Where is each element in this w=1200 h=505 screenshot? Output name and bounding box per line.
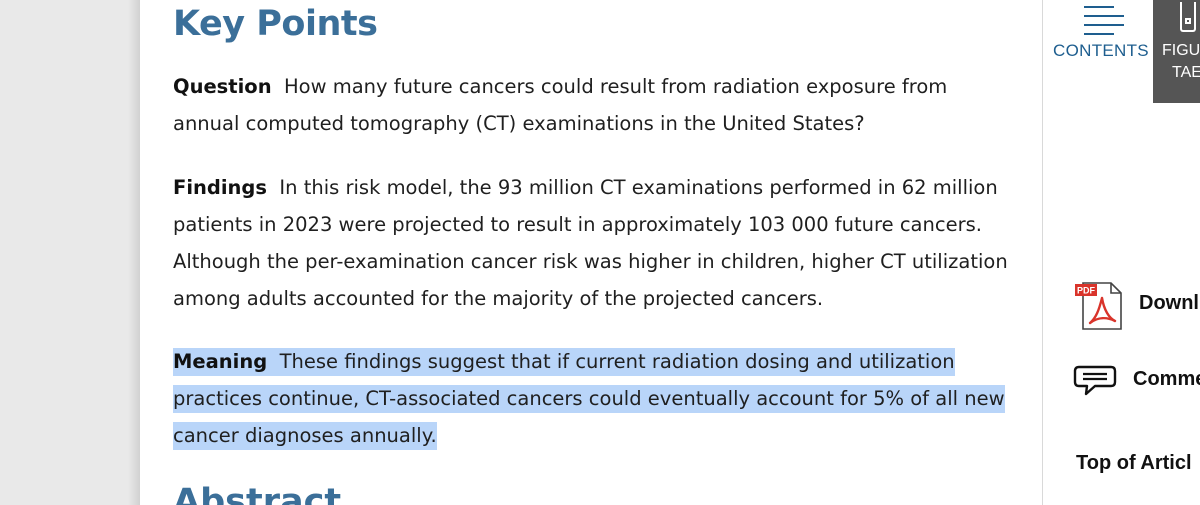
key-point-findings: Findings In this risk model, the 93 mill… — [173, 169, 1013, 317]
findings-text: In this risk model, the 93 million CT ex… — [173, 176, 1008, 310]
key-point-question: Question How many future cancers could r… — [173, 68, 1013, 142]
pdf-icon: PDF — [1075, 282, 1122, 330]
top-of-article-link[interactable]: Top of Articl — [1076, 452, 1192, 474]
meaning-text: These findings suggest that if current r… — [173, 350, 1005, 447]
comments-link[interactable]: Comme — [1073, 362, 1200, 398]
comment-bubble-icon — [1073, 365, 1117, 396]
figures-label-line2: TAE — [1172, 64, 1200, 81]
question-text: How many future cancers could result fro… — [173, 75, 948, 135]
contents-label: CONTENTS — [1053, 41, 1149, 60]
contents-button[interactable]: CONTENTS — [1051, 0, 1151, 70]
pdf-badge-text: PDF — [1077, 286, 1096, 296]
abstract-heading: Abstract — [173, 482, 342, 505]
download-pdf-link[interactable]: PDF Downl — [1073, 280, 1200, 332]
left-gutter — [0, 0, 140, 505]
question-label: Question — [173, 75, 272, 98]
selection-highlight[interactable]: Meaning These findings suggest that if c… — [173, 348, 1005, 450]
key-points-heading: Key Points — [173, 4, 378, 44]
comments-label: Comme — [1133, 368, 1200, 390]
menu-lines-icon — [1084, 4, 1124, 38]
key-point-meaning: Meaning These findings suggest that if c… — [173, 343, 1013, 454]
figures-label-line1: FIGU — [1162, 42, 1200, 59]
article-body: Key Points Question How many future canc… — [140, 0, 1043, 505]
findings-label: Findings — [173, 176, 267, 199]
meaning-label: Meaning — [173, 350, 268, 373]
figures-tables-button[interactable]: FIGU TAE — [1153, 0, 1200, 103]
right-sidebar: CONTENTS FIGU TAE PDF Downl Comme — [1043, 0, 1200, 505]
sidebar-divider — [1042, 0, 1043, 505]
download-label: Downl — [1139, 292, 1199, 314]
page-shadow — [128, 0, 142, 505]
figure-icon — [1180, 2, 1196, 32]
